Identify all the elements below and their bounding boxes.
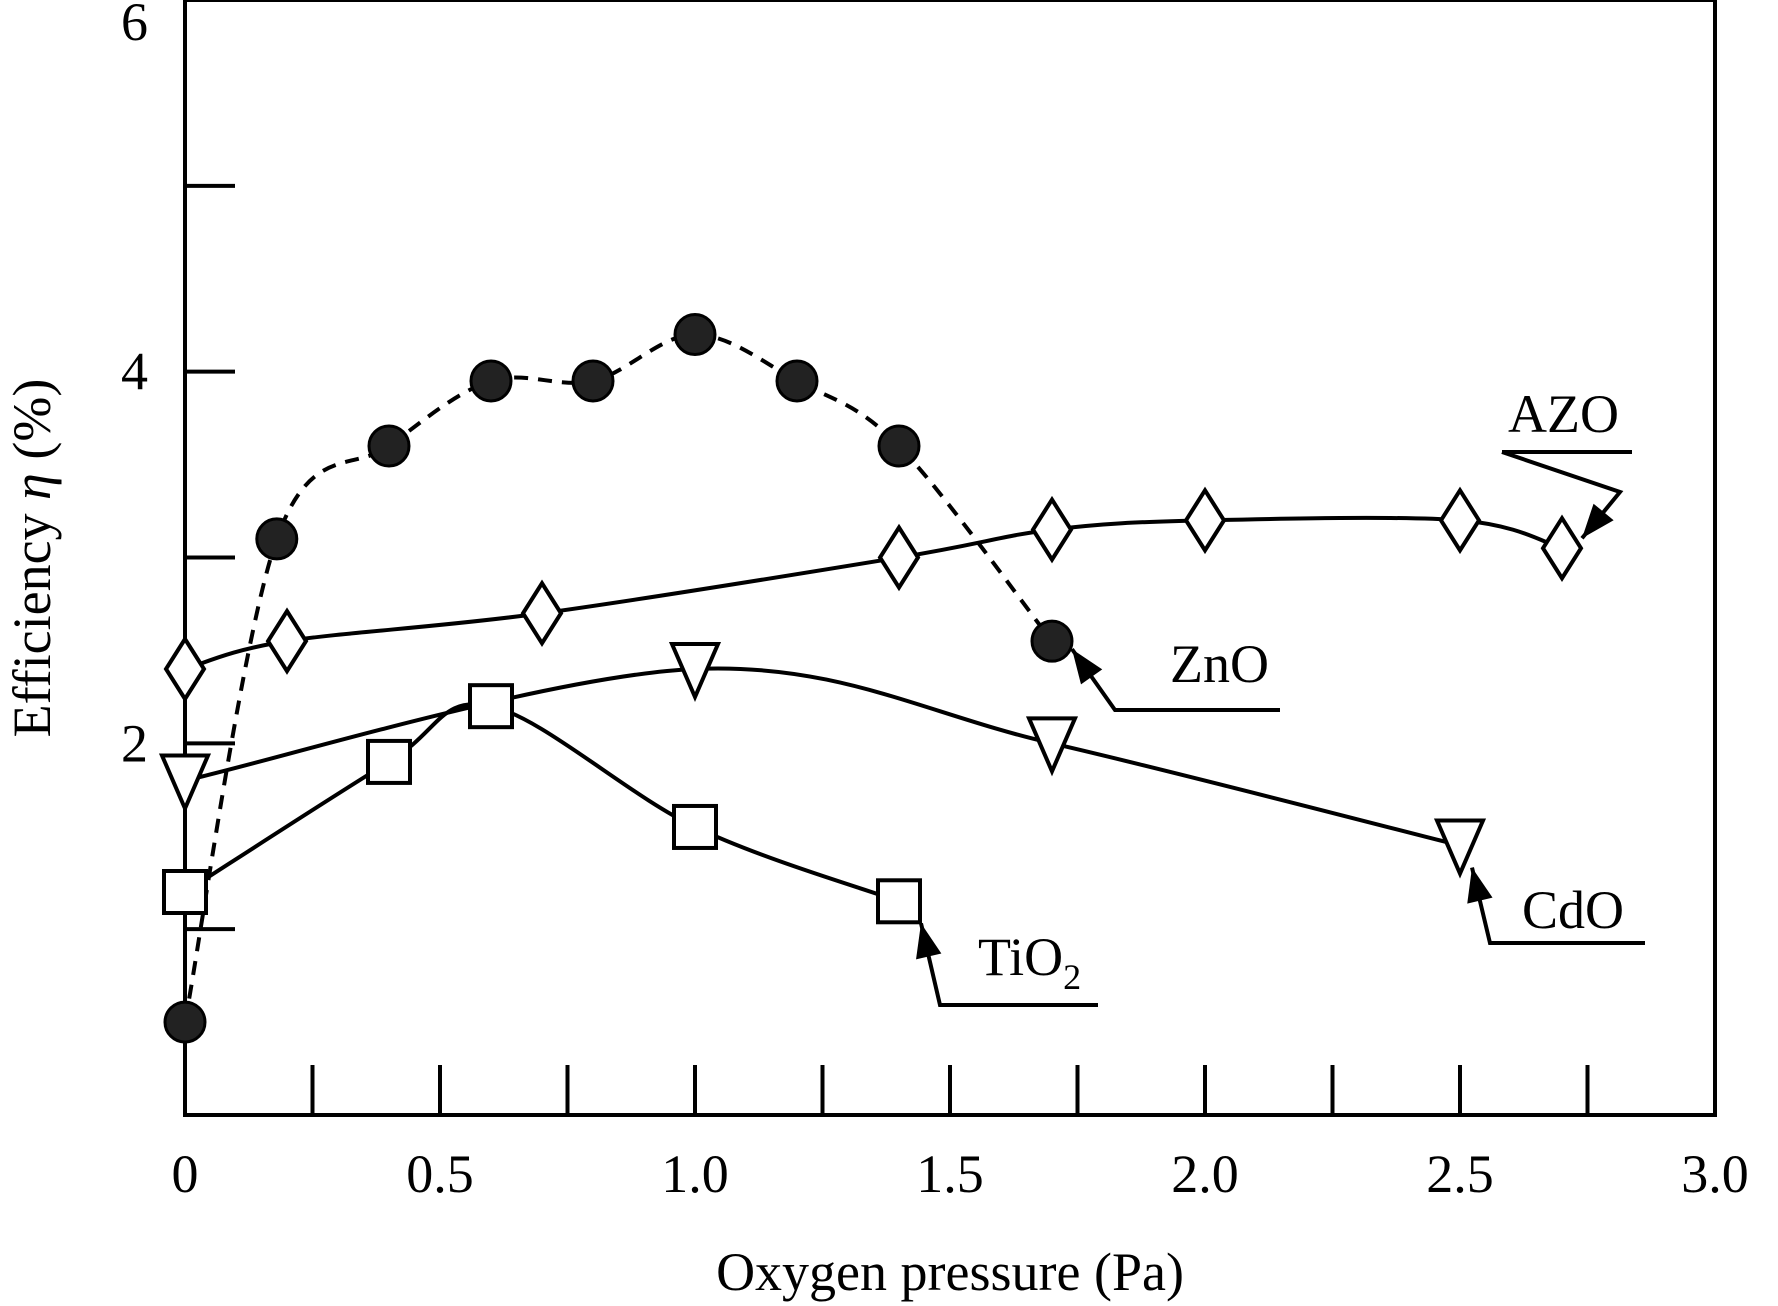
- zno-label: ZnO: [1170, 634, 1269, 694]
- x-tick-label: 1.0: [661, 1144, 729, 1204]
- cdo-arrowhead: [1467, 867, 1493, 904]
- azo-point: [265, 607, 309, 675]
- zno-point: [469, 359, 513, 403]
- zno-point: [571, 359, 615, 403]
- azo-point: [1030, 495, 1074, 564]
- y-tick-label: 6: [121, 0, 148, 52]
- axis-ticks: 0 0.5 1.0 1.5 2.0 2.5 3.0 2 4 6: [121, 0, 1749, 1204]
- x-tick-label: 3.0: [1681, 1144, 1749, 1204]
- x-tick-label: 2.5: [1426, 1144, 1494, 1204]
- cdo-point: [1025, 716, 1079, 777]
- zno-point: [673, 313, 717, 356]
- tio-label: TiO2: [978, 927, 1081, 997]
- y-tick-label: 2: [121, 713, 148, 773]
- y-axis-title: Efficiency η (%): [2, 379, 62, 738]
- tio-point: [672, 803, 718, 850]
- azo-point: [163, 635, 207, 703]
- zno-point: [877, 424, 921, 468]
- zno-point: [1030, 619, 1074, 663]
- series-markers: [158, 313, 1584, 1044]
- azo-label: AZO: [1508, 384, 1619, 444]
- zno-point: [367, 424, 411, 468]
- eta-symbol: η: [2, 473, 62, 500]
- zno-arrowhead: [1072, 649, 1103, 685]
- zno-line: [183, 332, 1054, 1023]
- azo-point: [1540, 514, 1584, 582]
- cdo-line: [184, 666, 1461, 848]
- tio-point: [468, 683, 514, 730]
- x-tick-label: 1.5: [916, 1144, 984, 1204]
- y-tick-label: 4: [121, 342, 148, 402]
- cdo-label: CdO: [1522, 880, 1624, 940]
- tio-arrowhead: [916, 923, 942, 960]
- series-lines: [183, 332, 1563, 1023]
- zno-point: [163, 1000, 207, 1044]
- tio-point: [876, 878, 922, 925]
- zno-point: [255, 517, 299, 561]
- azo-point: [1183, 486, 1227, 555]
- x-tick-label: 2.0: [1171, 1144, 1239, 1204]
- zno-point: [775, 359, 819, 403]
- azo-line: [184, 515, 1563, 671]
- azo-point: [877, 523, 921, 592]
- cdo-point: [158, 753, 212, 814]
- tio-line: [183, 702, 900, 904]
- series-annotations: ZnO AZO CdO TiO2: [916, 384, 1645, 1007]
- plot-frame: [183, 0, 1717, 1117]
- x-tick-label: 0.5: [406, 1144, 474, 1204]
- cdo-point: [668, 642, 722, 703]
- x-tick-label: 0: [172, 1144, 199, 1204]
- tio-point: [162, 869, 208, 915]
- azo-point: [1438, 486, 1482, 555]
- x-axis-title: Oxygen pressure (Pa): [716, 1242, 1184, 1302]
- azo-arrowhead: [1582, 503, 1614, 539]
- azo-point: [520, 579, 564, 647]
- tio-point: [366, 738, 412, 785]
- cdo-point: [1433, 818, 1487, 879]
- tio-label-subscript: 2: [1063, 957, 1081, 997]
